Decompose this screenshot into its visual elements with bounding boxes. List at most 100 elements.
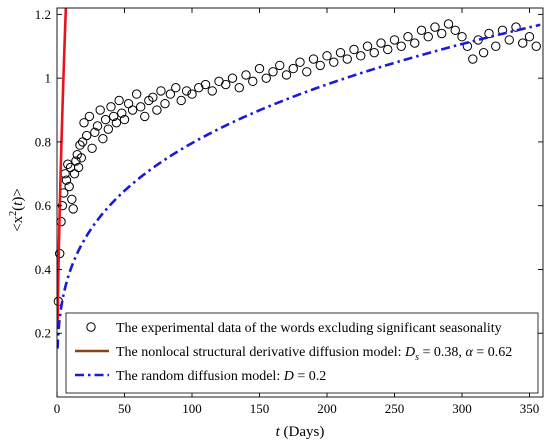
data-point [511, 22, 521, 32]
y-tick-label: 1 [45, 71, 52, 86]
data-point [478, 47, 489, 58]
data-point [61, 175, 72, 185]
data-point [181, 86, 192, 96]
y-axis-label-sup: 2 [8, 211, 19, 216]
axes-layer [56, 7, 544, 398]
legend-label-experimental: The experimental data of the words exclu… [116, 321, 502, 336]
data-point [234, 83, 244, 93]
x-tick-label: 0 [54, 401, 61, 416]
data-point [140, 111, 150, 122]
data-point [76, 153, 87, 163]
data-point [308, 54, 319, 64]
x-tick-label: 250 [385, 401, 405, 416]
x-tick-label: 50 [118, 401, 131, 416]
legend-marker-experimental [86, 322, 96, 332]
data-point [389, 35, 400, 45]
legend-random-var1: D [283, 369, 294, 384]
data-point [295, 57, 305, 67]
legend-nonlocal-var1-sub: s [415, 352, 419, 363]
data-point [518, 38, 528, 48]
x-tick-label: 100 [182, 401, 202, 416]
data-point [484, 28, 494, 39]
data-point [254, 63, 265, 74]
data-point [106, 102, 116, 112]
data-point [268, 67, 278, 77]
series-layer [53, 8, 541, 349]
data-point [275, 60, 285, 71]
data-point [241, 70, 251, 80]
y-axis-label-left: <x [10, 215, 26, 231]
y-axis-label-mid: ( [10, 206, 26, 211]
data-point [207, 86, 217, 96]
data-point [383, 44, 393, 55]
data-point [423, 32, 433, 42]
data-point [82, 130, 92, 141]
data-point [117, 108, 127, 118]
y-tick-label: 0.4 [35, 262, 52, 277]
data-point [64, 181, 74, 192]
data-point [468, 54, 478, 64]
data-point [329, 57, 339, 67]
data-point [156, 86, 166, 96]
x-axis-label-var: t [276, 424, 281, 440]
data-point [349, 44, 359, 55]
data-point [504, 35, 514, 45]
data-point [227, 73, 238, 83]
legend: The experimental data of the words exclu… [65, 312, 539, 394]
data-point [90, 127, 100, 138]
data-point [63, 159, 73, 169]
x-axis-label: t (Days) [276, 424, 325, 440]
data-point [335, 47, 346, 58]
y-tick-label: 0.2 [35, 326, 51, 341]
data-point [403, 32, 413, 42]
data-point [171, 83, 181, 93]
legend-nonlocal-eq1: = 0.38, [419, 345, 465, 360]
data-point [376, 38, 386, 48]
data-point [261, 73, 271, 83]
data-point [79, 118, 89, 128]
data-point [152, 105, 162, 115]
data-point [437, 28, 447, 39]
data-point [315, 60, 325, 71]
legend-nonlocal-var1: D [404, 345, 415, 360]
y-axis-label-right: )> [10, 188, 26, 201]
data-point [103, 124, 114, 134]
y-tick-label: 0.6 [35, 198, 52, 213]
data-point [114, 95, 124, 106]
data-point [430, 22, 440, 32]
data-point [160, 98, 170, 109]
y-axis-label-var: t [10, 201, 26, 206]
legend-nonlocal-var2: α [465, 345, 473, 360]
data-point [67, 194, 77, 205]
x-tick-label: 200 [317, 401, 337, 416]
data-point [84, 111, 95, 122]
data-point [362, 41, 373, 51]
data-point [98, 134, 108, 144]
data-point [221, 79, 231, 90]
data-point [119, 114, 130, 125]
data-point [342, 54, 352, 64]
data-point [457, 32, 467, 42]
data-point [491, 41, 501, 51]
x-axis-label-unit: (Days) [280, 424, 325, 440]
data-point [322, 51, 332, 61]
data-point [416, 25, 427, 36]
data-point [109, 111, 119, 122]
data-point [200, 79, 211, 90]
data-point [443, 19, 454, 29]
data-point [87, 143, 97, 154]
x-tick-label: 150 [250, 401, 270, 416]
data-point [68, 204, 78, 214]
legend-label-random: The random diffusion model: D = 0.2 [116, 369, 326, 384]
data-point [281, 70, 292, 80]
data-point [95, 105, 105, 115]
axes-frame [56, 7, 544, 398]
data-point [111, 118, 122, 128]
legend-nonlocal-main: The nonlocal structural derivative diffu… [116, 345, 405, 360]
data-point [302, 67, 312, 77]
x-tick-label: 350 [520, 401, 540, 416]
data-point [100, 114, 111, 125]
y-tick-label: 1.2 [35, 7, 51, 22]
y-tick-label: 0.8 [35, 134, 51, 149]
